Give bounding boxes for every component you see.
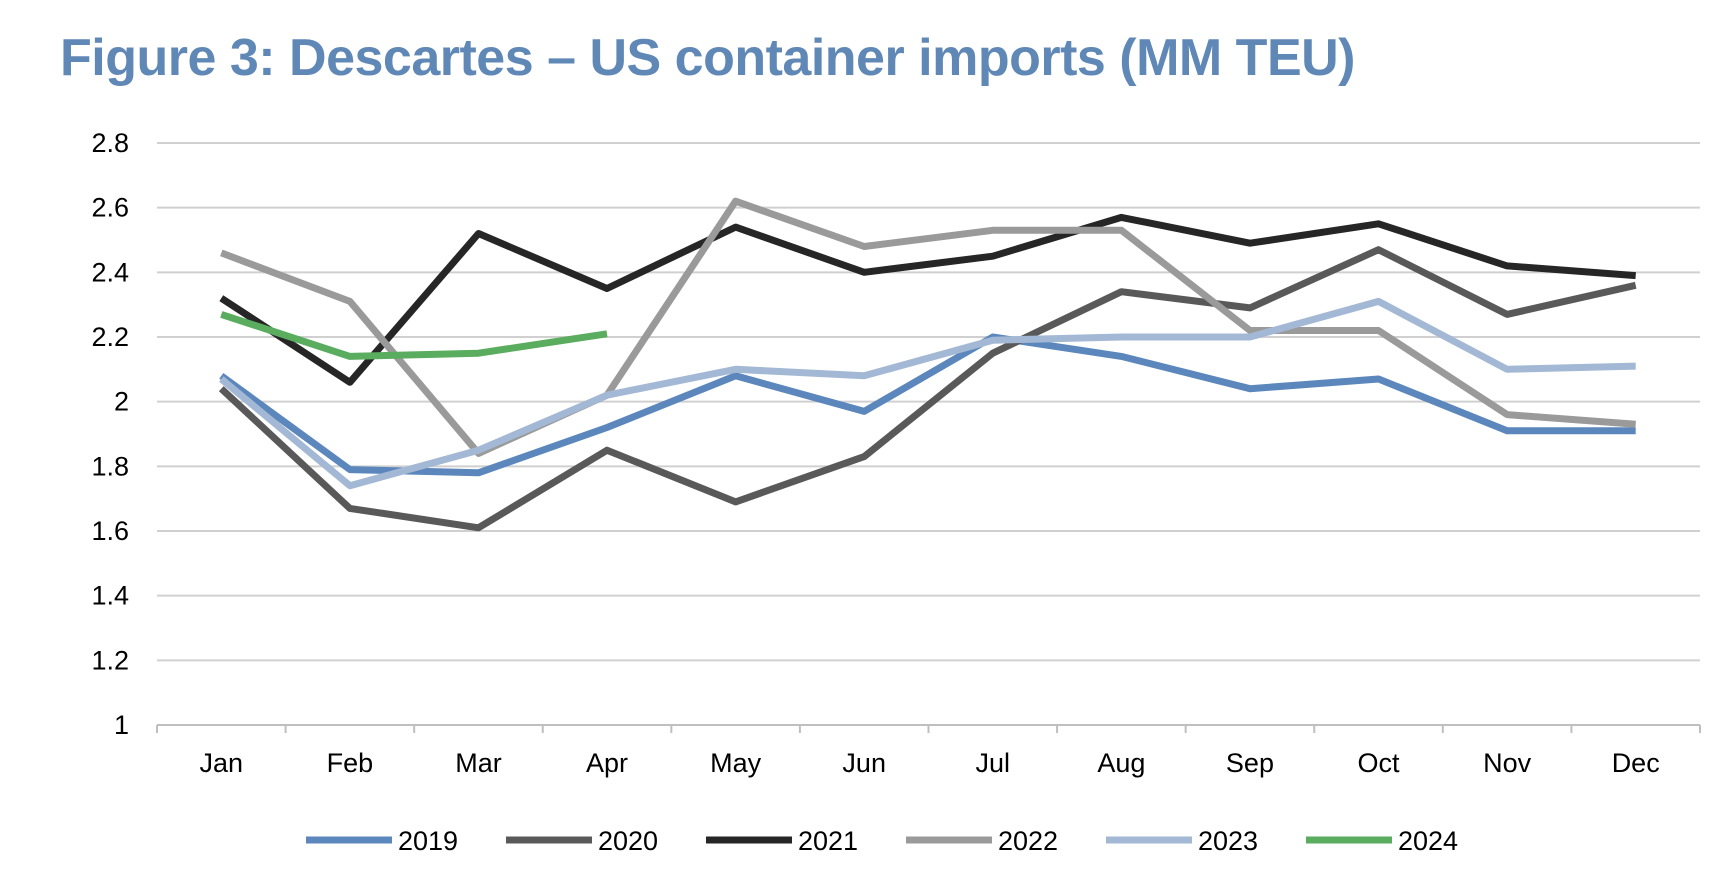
legend-label: 2020 bbox=[598, 826, 658, 856]
x-axis-ticks: Jan Feb Mar Apr May Jun Jul Aug Sep Oct Nov Dec bbox=[200, 748, 1660, 778]
y-tick-label: 2.2 bbox=[91, 322, 129, 352]
x-tick-label: Oct bbox=[1358, 748, 1401, 778]
series-line-2021 bbox=[219, 213, 1636, 386]
x-tick-label: May bbox=[710, 748, 762, 778]
x-tick-label: Jan bbox=[200, 748, 244, 778]
series-line-2024 bbox=[220, 311, 608, 360]
y-tick-label: 2.6 bbox=[91, 193, 129, 223]
x-tick-label: Sep bbox=[1226, 748, 1274, 778]
x-tick-label: Jul bbox=[976, 748, 1011, 778]
x-tick-label: Apr bbox=[586, 748, 628, 778]
y-tick-label: 2.8 bbox=[91, 128, 129, 158]
x-axis bbox=[156, 724, 1701, 733]
series-line-2023 bbox=[219, 297, 1636, 490]
y-tick-label: 1.6 bbox=[91, 516, 129, 546]
x-tick-label: Jun bbox=[842, 748, 886, 778]
legend-label: 2024 bbox=[1398, 826, 1458, 856]
x-tick-label: Dec bbox=[1612, 748, 1660, 778]
chart-title: Figure 3: Descartes – US container impor… bbox=[60, 29, 1356, 87]
legend-label: 2023 bbox=[1198, 826, 1258, 856]
y-axis-ticks: 1 1.2 1.4 1.6 1.8 2 2.2 2.4 2.6 2.8 bbox=[91, 128, 129, 740]
series-line-2020 bbox=[218, 246, 1637, 532]
legend-label: 2019 bbox=[398, 826, 458, 856]
y-tick-label: 1.2 bbox=[91, 645, 129, 675]
series-lines bbox=[218, 197, 1637, 532]
x-tick-label: Nov bbox=[1483, 748, 1532, 778]
x-tick-label: Aug bbox=[1097, 748, 1145, 778]
legend-label: 2021 bbox=[798, 826, 858, 856]
y-tick-label: 2.4 bbox=[91, 257, 129, 287]
x-tick-label: Mar bbox=[455, 748, 502, 778]
y-tick-label: 1.8 bbox=[91, 451, 129, 481]
legend-label: 2022 bbox=[998, 826, 1058, 856]
y-tick-label: 2 bbox=[114, 387, 129, 417]
x-tick-label: Feb bbox=[327, 748, 374, 778]
y-tick-label: 1.4 bbox=[91, 581, 129, 611]
series-line-2022 bbox=[220, 197, 1636, 457]
y-tick-label: 1 bbox=[114, 710, 129, 740]
series-line-2019 bbox=[219, 333, 1636, 477]
legend: 2019 2020 2021 2022 2023 2024 bbox=[306, 826, 1458, 856]
